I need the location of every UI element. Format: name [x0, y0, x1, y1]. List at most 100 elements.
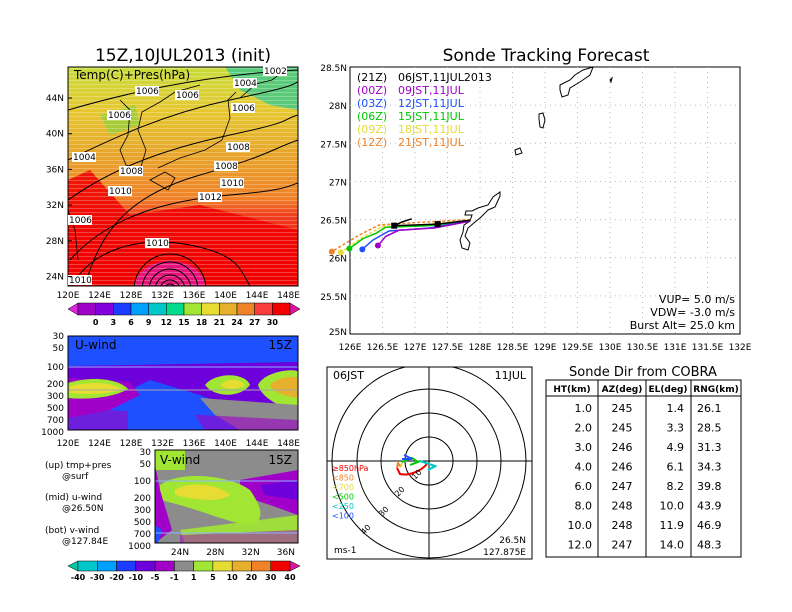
lat-tick-label: 24N: [46, 273, 64, 283]
legend-series-label: 15JST,11JUL: [398, 110, 465, 123]
lon-tick-label: 132E: [151, 291, 174, 301]
level-legend-item: <100: [332, 512, 354, 521]
table-cell: 8.2: [667, 480, 685, 493]
hodograph-lat: 26.5N: [499, 536, 526, 546]
svg-text:1004: 1004: [234, 79, 257, 89]
colorbar-swatch: [231, 560, 252, 572]
v-wind-time: 15Z: [269, 453, 293, 467]
legend-up-sub: @surf: [62, 472, 89, 482]
pressure-tick-label: 200: [47, 380, 64, 390]
lon-tick-label: 128E: [469, 343, 492, 353]
table-cell: 246: [612, 441, 633, 454]
colorbar-label: 30: [265, 573, 277, 582]
u-wind-easterly-core: [128, 394, 205, 430]
panel-legend: (up) tmp+pres @surf (mid) u-wind @26.50N…: [45, 461, 112, 547]
colorbar-label: -10: [129, 573, 144, 582]
track-line-12z: [331, 218, 471, 253]
release-marker: [434, 221, 441, 228]
colorbar-label: -5: [151, 573, 160, 582]
lat-tick-label: 27.5N: [320, 140, 347, 150]
colorbar-label: 10: [227, 573, 239, 582]
lon-tick-label: 136E: [183, 439, 206, 449]
vup-param: VUP= 5.0 m/s: [659, 293, 735, 306]
lon-tick-label: 120E: [57, 291, 80, 301]
svg-text:1008: 1008: [227, 143, 250, 153]
contour-label: 1006: [135, 86, 159, 97]
svg-text:1008: 1008: [215, 162, 238, 172]
v-wind-band: [155, 450, 185, 470]
colorbar-swatch: [116, 560, 137, 572]
colorbar-arrow-high: [289, 302, 301, 316]
table-cell: 247: [612, 539, 633, 552]
coastlines: [68, 69, 286, 261]
lat-tick-label: 32N: [46, 201, 64, 211]
pressure-tick-label: 30: [53, 332, 65, 342]
island: [514, 147, 523, 156]
lon-tick-label: 126.5E: [367, 343, 399, 353]
pressure-tick-label: 1000: [128, 542, 151, 552]
pressure-tick-label: 500: [47, 404, 64, 414]
colorbar-label: 30: [267, 318, 279, 327]
lat-tick-label: 40N: [46, 130, 64, 140]
svg-text:1010: 1010: [146, 239, 169, 249]
table-cell: 3.0: [575, 441, 593, 454]
svg-text:1010: 1010: [109, 187, 132, 197]
sonde-direction-table: Sonde Dir from COBRA HT(km) AZ(deg) EL(deg…: [545, 365, 742, 558]
u-wind-band: [270, 376, 298, 398]
contour-labels: 1002 1004 1006 1006 1006 1006 1004 1008 …: [68, 66, 287, 286]
lat-tick-label: 44N: [46, 94, 64, 104]
lon-tick-label: 120E: [57, 439, 80, 449]
colorbar-swatch: [251, 560, 271, 572]
colorbar-label: 20: [246, 573, 258, 582]
colorbar-swatch: [270, 560, 291, 572]
v-wind-axis-ticks: 30 50 100 200 300 500 700 1000 24N 28N 32N 36N: [128, 448, 295, 558]
svg-text:1010: 1010: [69, 276, 92, 286]
legend-series-label: 18JST,11JUL: [398, 123, 465, 136]
pressure-tick-label: 100: [134, 477, 151, 487]
level-legend-item: ≥850hPa: [332, 464, 369, 473]
colorbar-label: 3: [111, 318, 117, 327]
lon-tick-label: 140E: [214, 439, 237, 449]
svg-text:1008: 1008: [120, 167, 143, 177]
lon-tick-label: 140E: [214, 291, 237, 301]
contour-label: 1004: [72, 152, 96, 163]
amami-island: [559, 66, 594, 98]
colorbar-label: 0: [93, 318, 99, 327]
colorbar-swatch: [130, 302, 149, 316]
table-body: HT(km) AZ(deg) EL(deg) RNG(km) 1.0 245 1.4 26.1…: [553, 385, 738, 552]
table-cell: 1.0: [575, 402, 593, 415]
lon-tick-label: 148E: [277, 439, 300, 449]
table-cell: 6.1: [667, 461, 685, 474]
table-cell: 46.9: [697, 519, 722, 532]
pressure-tick-label: 100: [47, 363, 64, 373]
lon-tick-label: 129.5E: [562, 343, 594, 353]
legend-up: (up) tmp+pres: [45, 461, 112, 471]
legend-mid-sub: @26.50N: [62, 504, 104, 514]
legend-bot: (bot) v-wind: [45, 526, 99, 536]
lon-tick-label: 126E: [339, 343, 362, 353]
contour-label: 1006: [231, 103, 255, 114]
contour-label: 1008: [119, 166, 143, 177]
pressure-tick-label: 700: [47, 416, 64, 426]
legend-series-time: (00Z): [357, 84, 387, 97]
temperature-pressure-map: 15Z,10JUL2013 (init): [46, 46, 301, 327]
legend-series-label: 12JST,11JUL: [398, 97, 465, 110]
table-cell: 3.3: [667, 422, 685, 435]
lon-tick-label: 127E: [404, 343, 427, 353]
landing-point: [346, 245, 353, 252]
pressure-tick-label: 500: [134, 518, 151, 528]
legend-series-time: (12Z): [357, 136, 387, 149]
lon-tick-label: 128E: [120, 291, 143, 301]
map-frame: [67, 66, 299, 287]
lon-tick-label: 148E: [277, 291, 300, 301]
landing-point: [359, 246, 366, 253]
colorbar-swatch: [201, 302, 220, 316]
contour-label: 1006: [175, 90, 199, 101]
lon-tick-label: 144E: [246, 291, 269, 301]
table-frame: [545, 379, 742, 558]
table-cell: 26.1: [697, 402, 722, 415]
svg-text:1012: 1012: [199, 193, 222, 203]
legend-series-label: 06JST,11JUL2013: [398, 71, 492, 84]
u-wind-band: [70, 382, 122, 394]
